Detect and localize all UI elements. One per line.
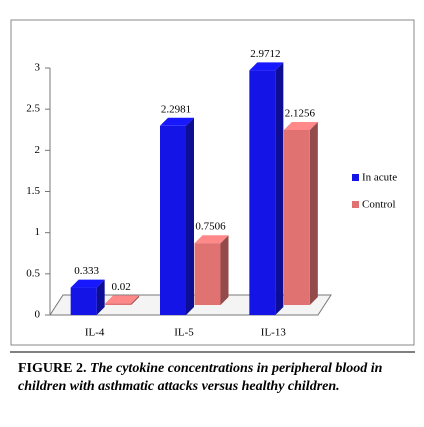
bar-side xyxy=(309,121,318,305)
value-label: 0.333 xyxy=(74,265,99,277)
bar-side xyxy=(220,235,229,305)
bar-top xyxy=(249,62,284,71)
bar-side xyxy=(186,117,194,315)
bar xyxy=(105,295,140,305)
y-tick-label: 1.5 xyxy=(26,185,40,197)
bar-top xyxy=(70,279,105,288)
x-tick-label: IL-13 xyxy=(261,327,287,339)
bar-front xyxy=(160,125,186,315)
legend-swatch xyxy=(352,174,359,181)
chart-border xyxy=(10,19,415,346)
legend-label: In acute xyxy=(362,172,397,184)
value-label: 2.1256 xyxy=(285,108,316,120)
value-label: 2.9712 xyxy=(250,48,280,60)
bar-front xyxy=(249,70,276,315)
bar-front xyxy=(70,287,97,315)
bar-top xyxy=(194,235,229,244)
bar-front xyxy=(105,303,132,305)
bar xyxy=(283,121,318,305)
bar xyxy=(194,235,229,305)
bar-top xyxy=(160,117,194,126)
bar-front xyxy=(194,243,221,305)
value-label: 0.7506 xyxy=(195,221,226,233)
bar xyxy=(160,117,194,315)
bar-side xyxy=(275,62,284,315)
y-tick-label: 2 xyxy=(35,144,41,156)
bar-top xyxy=(283,121,318,130)
bar-side xyxy=(131,295,140,305)
y-tick-label: 2.5 xyxy=(26,103,40,115)
y-tick-label: 3 xyxy=(35,62,41,74)
y-tick-label: 0.5 xyxy=(26,267,40,279)
caption-label: FIGURE 2. xyxy=(18,361,87,376)
legend-swatch xyxy=(352,201,359,208)
value-label: 0.02 xyxy=(112,281,131,293)
x-tick-label: IL-4 xyxy=(85,327,105,339)
legend-label: Control xyxy=(362,199,396,211)
bar xyxy=(249,62,284,315)
bar-top xyxy=(105,295,140,304)
caption-text: The cytokine concentrations in periphera… xyxy=(18,361,383,394)
x-tick-label: IL-5 xyxy=(174,327,194,339)
value-label: 2.2981 xyxy=(161,103,191,115)
caption: FIGURE 2. The cytokine concentrations in… xyxy=(18,360,410,396)
y-tick-label: 1 xyxy=(35,226,41,238)
bar-side xyxy=(96,279,105,315)
bar-front xyxy=(283,129,310,305)
y-tick-label: 0 xyxy=(35,309,41,321)
bar xyxy=(70,279,105,315)
